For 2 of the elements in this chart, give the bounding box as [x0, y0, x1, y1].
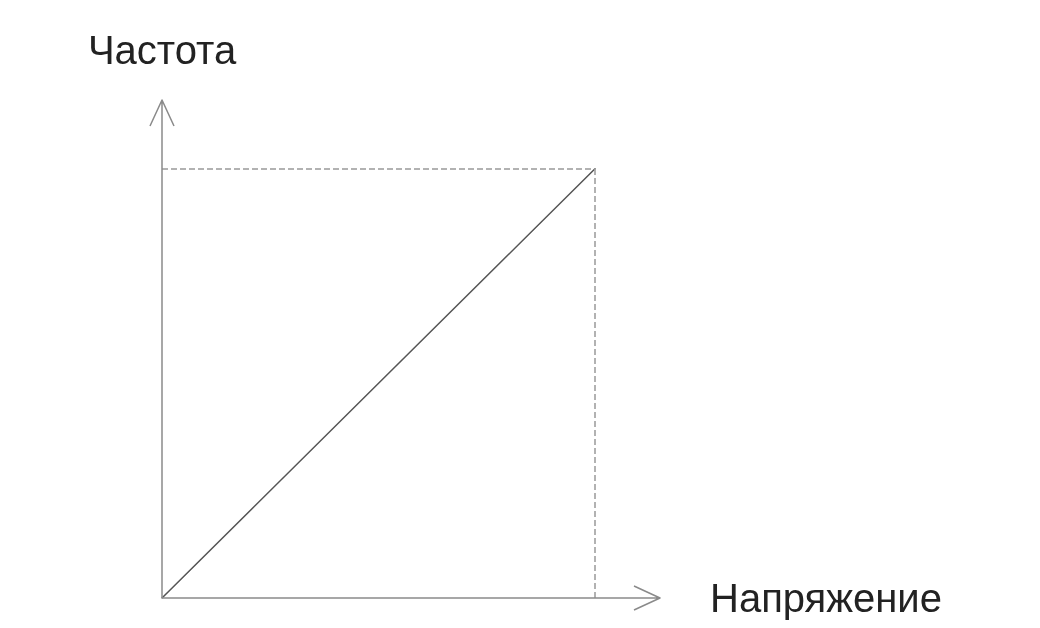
x-axis-title: Напряжение	[710, 576, 942, 620]
y-axis-title: Частота	[87, 28, 237, 72]
